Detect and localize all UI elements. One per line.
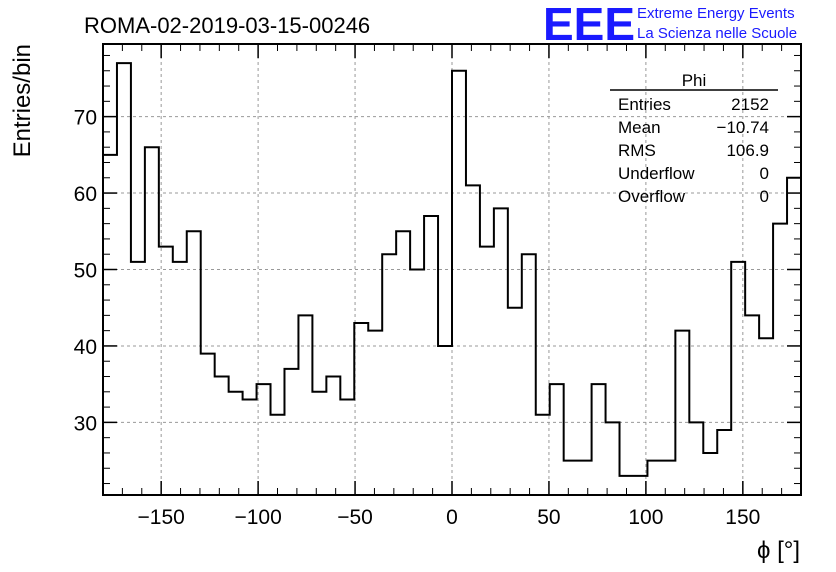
y-tick-label: 30 xyxy=(74,412,97,435)
histogram-bin xyxy=(284,369,298,495)
stats-value-mean: −10.74 xyxy=(717,118,769,137)
histogram-bin xyxy=(382,254,396,495)
stats-label-entries: Entries xyxy=(618,95,671,114)
x-tick-label: −100 xyxy=(234,506,281,529)
histogram-bin xyxy=(438,346,452,495)
histogram-bin xyxy=(257,384,271,495)
histogram-bin xyxy=(592,384,606,495)
stats-box: Phi Entries 2152 Mean −10.74 RMS 106.9 U… xyxy=(610,71,778,206)
x-tick-label: −50 xyxy=(337,506,373,529)
chart-title: ROMA-02-2019-03-15-00246 xyxy=(84,13,370,38)
histogram-bin xyxy=(326,377,340,495)
histogram-bin xyxy=(117,63,131,495)
eee-logo: EEE Extreme Energy Events La Scienza nel… xyxy=(543,0,797,50)
stats-value-overflow: 0 xyxy=(760,187,769,206)
eee-logo-mark: EEE xyxy=(543,0,635,50)
x-tick-label: 50 xyxy=(537,506,560,529)
histogram-bin xyxy=(606,422,620,495)
histogram-bin xyxy=(229,392,243,495)
histogram-bin xyxy=(759,338,773,495)
stats-label-mean: Mean xyxy=(618,118,661,137)
histogram-bin xyxy=(354,323,368,495)
histogram-bin xyxy=(340,399,354,495)
histogram-bin xyxy=(787,178,801,495)
histogram-bin xyxy=(410,270,424,496)
stats-label-underflow: Underflow xyxy=(618,164,695,183)
stats-value-rms: 106.9 xyxy=(726,141,769,160)
histogram-bin xyxy=(578,461,592,495)
stats-label-rms: RMS xyxy=(618,141,656,160)
stats-value-underflow: 0 xyxy=(760,164,769,183)
histogram-bin xyxy=(103,155,117,495)
histogram-bin xyxy=(298,315,312,495)
y-tick-label: 70 xyxy=(74,107,97,130)
histogram-bin xyxy=(368,331,382,495)
histogram-bin xyxy=(424,216,438,495)
histogram-bin xyxy=(145,147,159,495)
histogram-bin xyxy=(647,461,661,495)
stats-value-entries: 2152 xyxy=(731,95,769,114)
histogram-bin xyxy=(215,377,229,495)
histogram-bin xyxy=(522,254,536,495)
histogram-bin xyxy=(312,392,326,495)
y-axis-title: Entries/bin xyxy=(9,44,36,157)
y-tick-label: 50 xyxy=(74,260,97,283)
x-axis-ticks: −150 −100 −50 0 50 100 150 xyxy=(121,44,783,529)
histogram-bars xyxy=(103,62,801,496)
x-axis-title: ϕ [°] xyxy=(757,537,800,564)
histogram-bin xyxy=(564,461,578,495)
x-tick-label: 150 xyxy=(725,506,760,529)
histogram-bin xyxy=(717,430,731,495)
histogram-bin xyxy=(703,453,717,495)
logo-line-1: Extreme Energy Events xyxy=(637,5,795,22)
histogram-bin xyxy=(480,247,494,495)
x-tick-label: 0 xyxy=(446,506,458,529)
histogram-bin xyxy=(494,208,508,495)
histogram-bin xyxy=(661,461,675,495)
histogram-bin xyxy=(396,231,410,495)
x-tick-label: 100 xyxy=(628,506,663,529)
y-tick-label: 40 xyxy=(74,336,97,359)
x-tick-label: −150 xyxy=(138,506,185,529)
y-tick-label: 60 xyxy=(74,183,97,206)
histogram-bin xyxy=(201,354,215,495)
histogram-bin xyxy=(689,422,703,495)
histogram-bin xyxy=(536,415,550,495)
histogram-bin xyxy=(675,331,689,495)
stats-title: Phi xyxy=(682,71,707,90)
histogram-bin xyxy=(745,315,759,495)
histogram-bin xyxy=(187,231,201,495)
logo-line-2: La Scienza nelle Scuole xyxy=(637,25,797,42)
histogram-bin xyxy=(550,384,564,495)
histogram-bin xyxy=(773,224,787,495)
histogram-outline xyxy=(103,62,801,477)
histogram-bin xyxy=(466,185,480,495)
histogram-bin xyxy=(173,262,187,495)
histogram-bin xyxy=(159,247,173,495)
histogram-bin xyxy=(271,415,285,495)
histogram-bin xyxy=(508,308,522,495)
stats-label-overflow: Overflow xyxy=(618,187,686,206)
histogram-bin xyxy=(452,71,466,495)
y-axis-ticks: 30 40 50 60 70 xyxy=(74,54,801,485)
histogram-bin xyxy=(131,262,145,495)
histogram-bin xyxy=(243,399,257,495)
histogram-bin xyxy=(731,262,745,495)
